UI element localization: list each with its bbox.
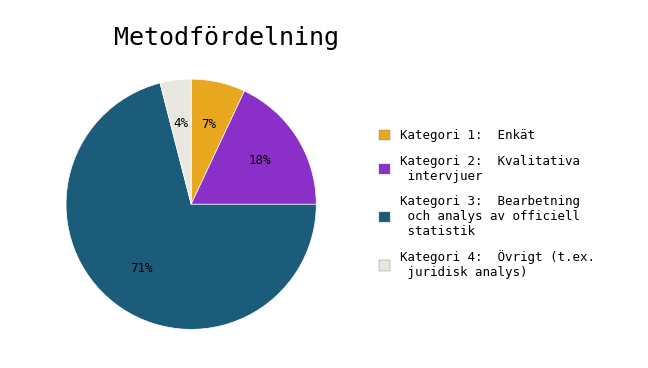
Text: 71%: 71% (130, 262, 152, 275)
Wedge shape (191, 91, 316, 204)
Legend: Kategori 1:  Enkät, Kategori 2:  Kvalitativa
 intervjuer, Kategori 3:  Bearbetni: Kategori 1: Enkät, Kategori 2: Kvalitati… (379, 129, 595, 279)
Wedge shape (160, 79, 191, 204)
Text: 4%: 4% (174, 117, 189, 130)
Text: 7%: 7% (202, 118, 216, 131)
Text: 18%: 18% (249, 154, 271, 167)
Wedge shape (191, 79, 244, 204)
Wedge shape (66, 83, 316, 329)
Text: Metodfördelning: Metodfördelning (114, 26, 340, 50)
